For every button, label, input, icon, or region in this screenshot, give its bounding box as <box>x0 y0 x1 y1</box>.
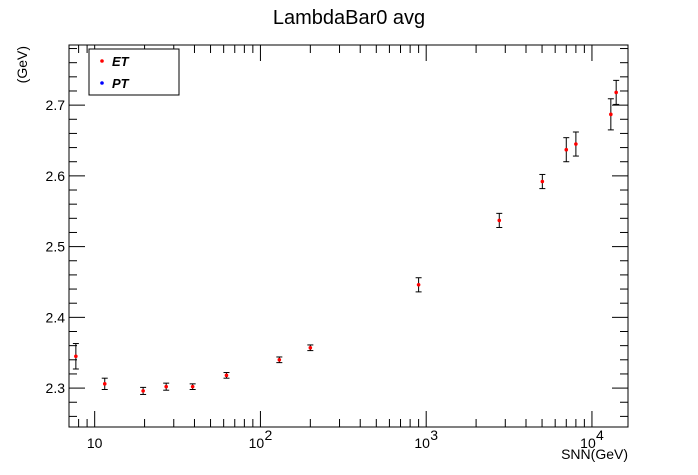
point-marker <box>564 147 569 152</box>
y-tick-label: 2.7 <box>46 97 66 113</box>
data-point <box>607 98 614 131</box>
data-point <box>563 137 570 163</box>
point-marker <box>102 382 107 386</box>
data-point <box>223 372 230 379</box>
x-tick-label: 10 <box>414 435 430 451</box>
y-axis: 2.3 2.4 2.5 2.6 2.7 <box>46 48 628 417</box>
legend-label: ET <box>112 54 130 69</box>
point-marker <box>277 357 282 362</box>
x-tick-exponent: 3 <box>430 427 438 443</box>
legend: ET PT <box>88 48 180 96</box>
y-tick-label: 2.4 <box>46 309 66 325</box>
x-tick-label: 10 <box>249 435 265 451</box>
x-axis-label: SNN(GeV) <box>561 446 628 462</box>
chart-title: LambdaBar0 avg <box>273 7 425 29</box>
plot-border <box>68 44 629 428</box>
data-point <box>163 382 170 391</box>
point-marker <box>574 142 578 146</box>
data-points <box>72 79 620 395</box>
legend-box <box>88 48 180 96</box>
data-point <box>307 344 314 352</box>
data-point <box>189 383 196 391</box>
point-marker <box>614 90 618 95</box>
plot-frame <box>68 44 629 428</box>
point-marker <box>224 373 229 378</box>
point-marker <box>540 179 545 184</box>
data-point <box>276 356 283 364</box>
point-marker <box>74 354 78 359</box>
legend-marker <box>100 59 104 63</box>
legend-label: PT <box>112 76 130 91</box>
data-point <box>496 212 503 229</box>
legend-marker <box>100 81 104 85</box>
data-point <box>572 131 579 157</box>
y-axis-label: (GeV) <box>14 46 30 83</box>
data-point <box>72 343 79 370</box>
point-marker <box>308 345 313 350</box>
point-marker <box>609 112 613 117</box>
x-tick-label: 10 <box>87 435 103 451</box>
data-point <box>101 377 108 391</box>
x-axis: 10 10 2 10 3 10 4 <box>68 45 604 451</box>
data-point <box>539 173 546 190</box>
point-marker <box>164 384 168 389</box>
data-point <box>415 277 422 293</box>
point-marker <box>497 218 502 223</box>
x-tick-exponent: 4 <box>596 427 604 443</box>
data-point <box>140 386 147 395</box>
point-marker <box>141 389 145 393</box>
y-tick-label: 2.5 <box>46 239 66 255</box>
data-point <box>613 79 620 105</box>
x-tick-exponent: 2 <box>265 427 273 443</box>
x-tick-label: 10 <box>580 435 596 451</box>
y-tick-label: 2.6 <box>46 168 66 184</box>
point-marker <box>190 384 195 389</box>
y-tick-label: 2.3 <box>46 380 66 396</box>
point-marker <box>416 283 421 287</box>
